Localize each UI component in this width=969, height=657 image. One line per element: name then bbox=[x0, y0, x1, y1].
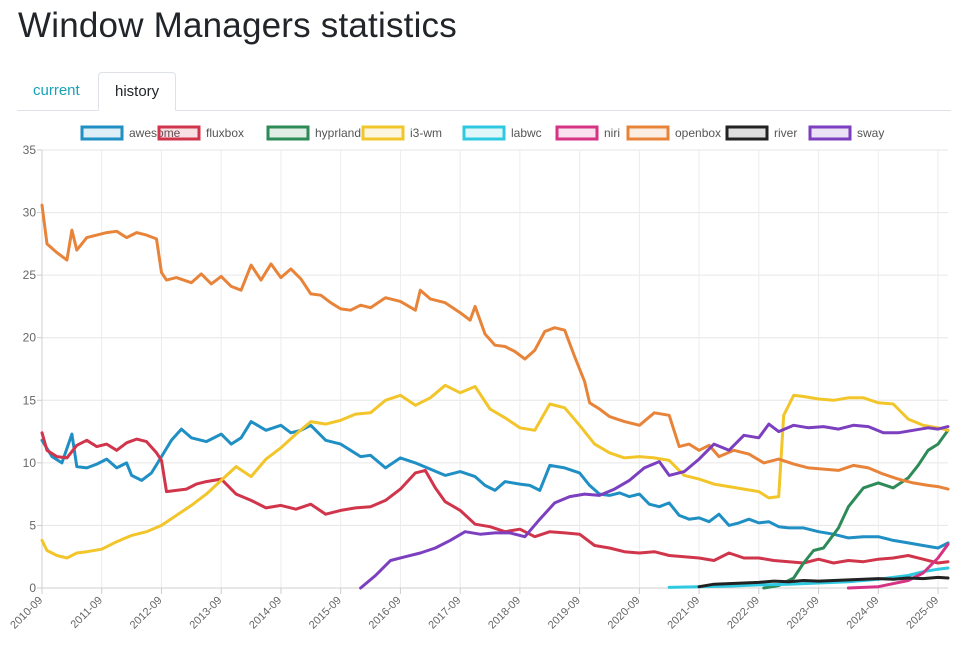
x-tick-label: 2014-09 bbox=[247, 594, 284, 631]
y-tick-label: 25 bbox=[23, 268, 37, 282]
tab-bar: current history bbox=[17, 72, 951, 111]
series-line-river bbox=[697, 575, 950, 589]
series-line-openbox bbox=[40, 203, 950, 491]
y-tick-label: 35 bbox=[23, 143, 37, 157]
line-chart: 0 5 10 15 20 25 30 35 2010-09 2011-09 2012-09 2013-… bbox=[8, 125, 950, 631]
y-tick-label: 10 bbox=[23, 456, 37, 470]
y-tick-label: 30 bbox=[23, 206, 37, 220]
x-tick-label: 2015-09 bbox=[307, 594, 344, 631]
legend-swatch-openbox bbox=[626, 125, 670, 141]
x-tick-label: 2025-09 bbox=[904, 594, 941, 631]
x-tick-label: 2018-09 bbox=[486, 594, 523, 631]
legend-swatch-hyprland bbox=[266, 125, 310, 141]
legend-swatch-awesome bbox=[80, 125, 124, 141]
series-line-hyprland bbox=[762, 428, 950, 590]
legend-label-fluxbox: fluxbox bbox=[206, 126, 244, 140]
legend-swatch-labwc bbox=[462, 125, 506, 141]
y-tick-label: 5 bbox=[29, 518, 36, 532]
legend-swatch-niri bbox=[555, 125, 599, 141]
legend-swatch-river bbox=[725, 125, 769, 141]
series-line-niri bbox=[846, 542, 950, 590]
x-tick-label: 2016-09 bbox=[367, 594, 404, 631]
legend-label-i3-wm: i3-wm bbox=[410, 126, 442, 140]
x-tick-label: 2012-09 bbox=[128, 594, 165, 631]
legend-swatch-i3-wm bbox=[361, 125, 405, 141]
x-tick-label: 2010-09 bbox=[8, 594, 45, 631]
x-tick-label: 2020-09 bbox=[606, 594, 643, 631]
legend-label-hyprland: hyprland bbox=[315, 126, 361, 140]
x-tick-label: 2024-09 bbox=[845, 594, 882, 631]
series-line-sway bbox=[359, 422, 950, 590]
legend-label-river: river bbox=[774, 126, 797, 140]
x-tick-label: 2023-09 bbox=[785, 594, 822, 631]
series-line-i3-wm bbox=[40, 383, 950, 560]
y-tick-label: 0 bbox=[29, 581, 36, 595]
x-tick-label: 2021-09 bbox=[665, 594, 702, 631]
page-title: Window Managers statistics bbox=[18, 6, 457, 45]
legend-swatch-sway bbox=[808, 125, 852, 141]
y-tick-label: 20 bbox=[23, 331, 37, 345]
series-line-awesome bbox=[40, 420, 950, 550]
legend-label-labwc: labwc bbox=[511, 126, 542, 140]
legend-label-openbox: openbox bbox=[675, 126, 721, 140]
series-line-fluxbox bbox=[40, 431, 950, 565]
tab-history[interactable]: history bbox=[98, 72, 177, 111]
legend-label-awesome: awesome bbox=[129, 126, 181, 140]
legend-label-niri: niri bbox=[604, 126, 620, 140]
legend-label-sway: sway bbox=[857, 126, 884, 140]
tab-current[interactable]: current bbox=[33, 82, 80, 99]
x-tick-label: 2011-09 bbox=[69, 594, 105, 630]
x-tick-label: 2022-09 bbox=[725, 594, 762, 631]
x-tick-label: 2017-09 bbox=[426, 594, 463, 631]
x-tick-label: 2013-09 bbox=[187, 594, 224, 631]
y-tick-label: 15 bbox=[23, 393, 37, 407]
x-tick-label: 2019-09 bbox=[546, 594, 583, 631]
legend-swatch-fluxbox bbox=[157, 125, 201, 141]
